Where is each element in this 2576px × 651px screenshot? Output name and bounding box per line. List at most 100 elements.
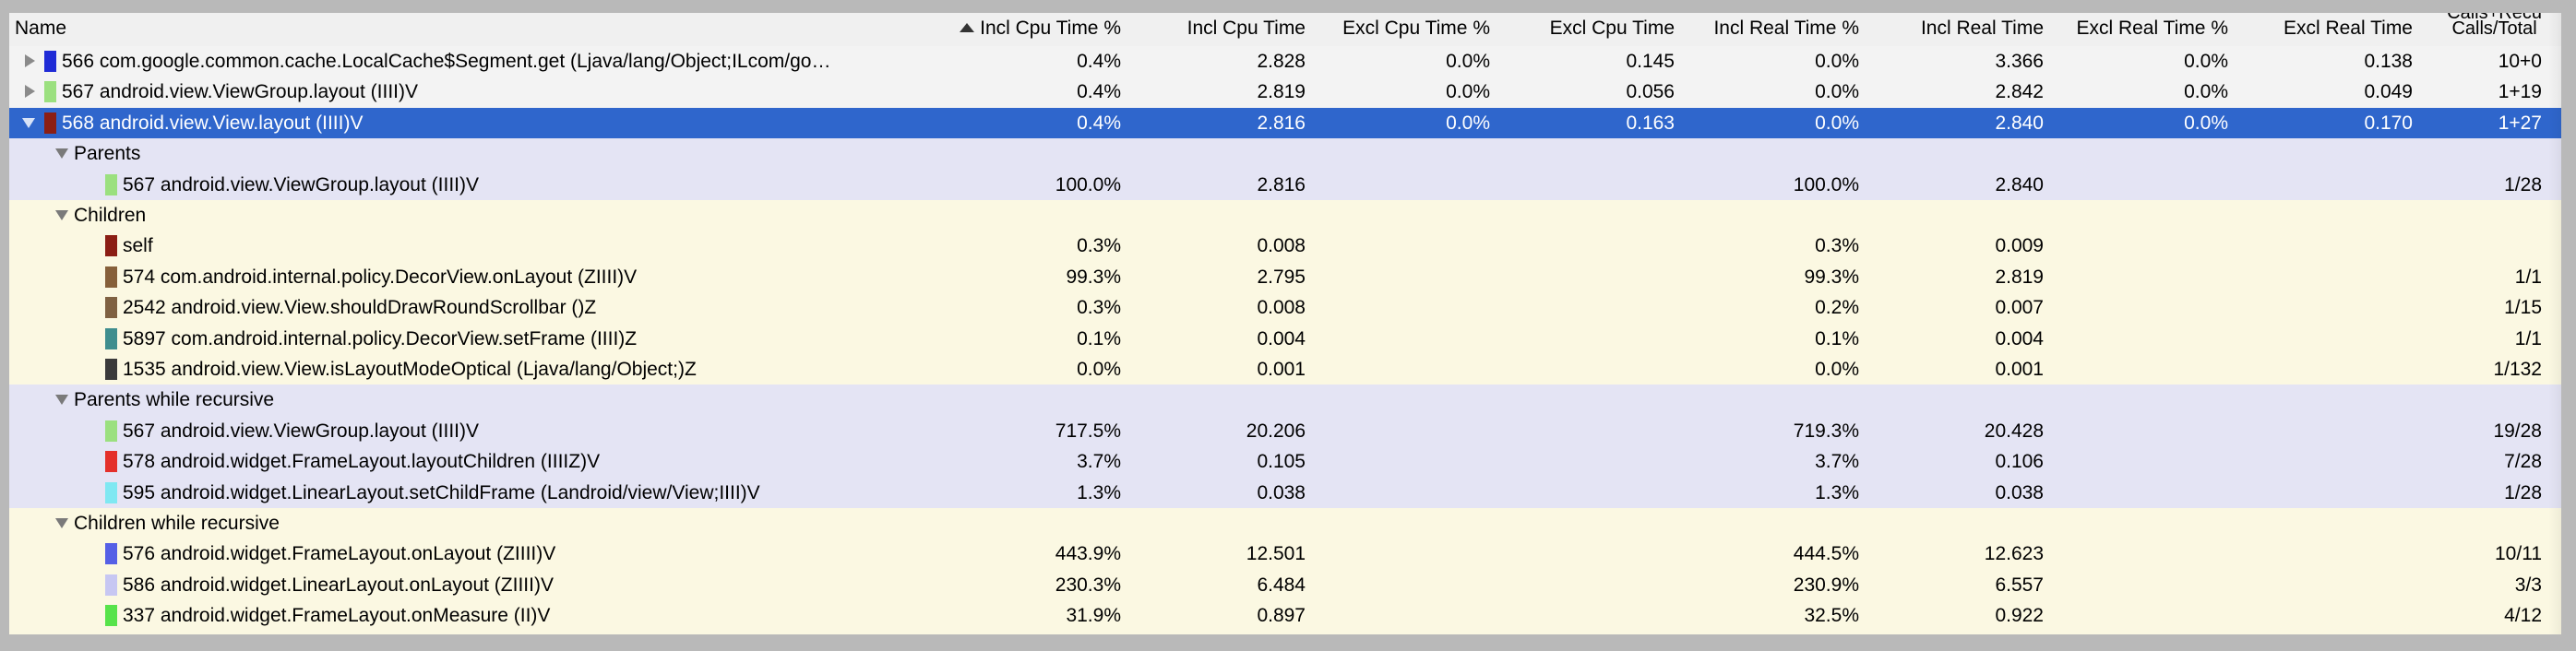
cell-incl-real: 0.106: [1995, 451, 2044, 473]
group-header-row[interactable]: Parents while recursive: [9, 385, 2561, 416]
cell-calls: 1/1: [2514, 327, 2542, 349]
column-header-excl-cpu-pct[interactable]: Excl Cpu Time %: [1315, 13, 1490, 46]
cell-excl-cpu-pct: [1315, 478, 1490, 508]
cell-excl-real: [2237, 478, 2413, 508]
cell-incl-real-pct: 100.0%: [1793, 173, 1859, 195]
cell-incl-cpu-pct: 100.0%: [1055, 173, 1121, 195]
cell-excl-cpu-pct: [1315, 170, 1490, 200]
cell-excl-cpu-pct: [1315, 632, 1490, 634]
sort-ascending-icon: [960, 23, 975, 32]
call-row[interactable]: 578 android.widget.FrameLayout.layoutChi…: [9, 446, 2561, 478]
method-color-swatch: [105, 543, 117, 565]
cell-incl-real: 2.842: [1995, 81, 2044, 103]
cell-excl-cpu: [1499, 292, 1675, 323]
method-color-swatch: [105, 327, 117, 349]
cell-calls: 1/15: [2504, 297, 2542, 319]
cell-incl-cpu: 0.004: [1257, 327, 1306, 349]
method-name: 566 com.google.common.cache.LocalCache$S…: [62, 51, 831, 72]
call-row[interactable]: 2542 android.view.View.shouldDrawRoundSc…: [9, 292, 2561, 324]
call-row[interactable]: 1535 android.view.View.isLayoutModeOptic…: [9, 354, 2561, 385]
disclosure-expanded-icon[interactable]: [55, 518, 68, 528]
cell-excl-real: 0.049: [2364, 81, 2413, 103]
method-row[interactable]: 566 com.google.common.cache.LocalCache$S…: [9, 46, 2561, 77]
column-header-incl-cpu-pct[interactable]: Incl Cpu Time %: [946, 13, 1121, 46]
column-header-label: Excl Real Time: [2283, 18, 2413, 39]
cell-incl-real: 0.111: [1868, 632, 2044, 634]
call-row[interactable]: 595 android.widget.LinearLayout.setChild…: [9, 477, 2561, 508]
cell-excl-cpu-pct: [1315, 262, 1490, 292]
disclosure-expanded-icon[interactable]: [55, 395, 68, 406]
column-header-incl-real[interactable]: Incl Real Time: [1868, 13, 2044, 46]
cell-calls: 1+19: [2498, 81, 2542, 103]
name-cell: 586 android.widget.LinearLayout.onLayout…: [9, 570, 941, 600]
method-name: 567 android.view.ViewGroup.layout (IIII)…: [62, 81, 418, 103]
method-color-swatch: [105, 420, 117, 442]
name-cell: Children: [9, 200, 941, 231]
cell-incl-cpu: 0.105: [1257, 451, 1306, 473]
cell-incl-real-pct: 0.0%: [1815, 359, 1859, 380]
method-color-swatch: [105, 605, 117, 627]
name-cell: 337 android.widget.FrameLayout.onMeasure…: [9, 600, 941, 631]
call-row[interactable]: 2542 android.view.View.shouldDrawRoundSc…: [9, 631, 2561, 634]
cell-incl-cpu-pct: 31.9%: [1066, 605, 1121, 627]
column-header-name[interactable]: Name: [15, 13, 942, 46]
cell-excl-real-pct: [2053, 292, 2228, 323]
cell-incl-real: 2.840: [1995, 112, 2044, 134]
call-row[interactable]: 337 android.widget.FrameLayout.onMeasure…: [9, 600, 2561, 632]
method-color-swatch: [44, 112, 56, 134]
cell-calls: 1/28: [2504, 173, 2542, 195]
cell-excl-real: [2237, 354, 2413, 385]
cell-incl-cpu: 2.816: [1257, 112, 1306, 134]
disclosure-expanded-icon[interactable]: [55, 210, 68, 220]
name-cell: Children while recursive: [9, 508, 941, 539]
cell-excl-real-pct: 0.0%: [2184, 112, 2228, 134]
call-row[interactable]: self 0.3% 0.008 0.3% 0.009: [9, 231, 2561, 262]
cell-incl-cpu-pct: 0.4%: [1077, 112, 1121, 134]
name-cell: 566 com.google.common.cache.LocalCache$S…: [9, 46, 941, 77]
method-color-swatch: [105, 297, 117, 319]
method-row[interactable]: 567 android.view.ViewGroup.layout (IIII)…: [9, 77, 2561, 108]
disclosure-collapsed-icon[interactable]: [25, 54, 35, 67]
column-header-incl-cpu[interactable]: Incl Cpu Time: [1130, 13, 1306, 46]
call-row[interactable]: 567 android.view.ViewGroup.layout (IIII)…: [9, 169, 2561, 200]
cell-excl-real-pct: [2053, 324, 2228, 354]
column-header-incl-real-pct[interactable]: Incl Real Time %: [1684, 13, 1859, 46]
method-name: 568 android.view.View.layout (IIII)V: [62, 112, 364, 134]
name-cell: Parents while recursive: [9, 385, 941, 415]
method-row[interactable]: 568 android.view.View.layout (IIII)V 0.4%…: [9, 107, 2561, 139]
call-row[interactable]: 5897 com.android.internal.policy.DecorVi…: [9, 323, 2561, 354]
call-method-name: 595 android.widget.LinearLayout.setChild…: [123, 481, 760, 503]
cell-excl-real-pct: [2053, 446, 2228, 477]
cell-excl-cpu: [1499, 324, 1675, 354]
cell-excl-real-pct: [2053, 170, 2228, 200]
call-row[interactable]: 576 android.widget.FrameLayout.onLayout …: [9, 539, 2561, 570]
method-color-swatch: [105, 451, 117, 473]
column-header-calls[interactable]: Calls+Recu Calls/Total: [2422, 13, 2542, 46]
call-row[interactable]: 574 com.android.internal.policy.DecorVie…: [9, 261, 2561, 293]
method-color-swatch: [44, 51, 56, 72]
column-header-excl-cpu[interactable]: Excl Cpu Time: [1499, 13, 1675, 46]
group-header-row[interactable]: Children while recursive: [9, 508, 2561, 539]
cell-incl-real: 6.557: [1995, 574, 2044, 596]
disclosure-expanded-icon[interactable]: [55, 148, 68, 160]
cell-excl-cpu: 0.163: [1626, 112, 1675, 134]
cell-incl-cpu-pct: 0.3%: [1077, 235, 1121, 257]
cell-calls: 19/28: [2493, 420, 2542, 442]
cell-excl-cpu-pct: [1315, 539, 1490, 569]
disclosure-expanded-icon[interactable]: [22, 117, 35, 128]
cell-excl-real-pct: [2053, 231, 2228, 261]
disclosure-collapsed-icon[interactable]: [25, 85, 35, 99]
group-header-row[interactable]: Parents: [9, 138, 2561, 170]
cell-calls: 10/11: [2495, 543, 2542, 565]
cell-incl-real: 3.366: [1995, 51, 2044, 72]
column-header-excl-real-pct[interactable]: Excl Real Time %: [2053, 13, 2228, 46]
column-header-excl-real[interactable]: Excl Real Time: [2237, 13, 2413, 46]
cell-incl-real: 0.009: [1995, 235, 2044, 257]
call-row[interactable]: 586 android.widget.LinearLayout.onLayout…: [9, 569, 2561, 601]
cell-incl-cpu: 2.819: [1257, 81, 1306, 103]
cell-excl-real: [2237, 292, 2413, 323]
group-header-row[interactable]: Children: [9, 200, 2561, 231]
group-label: Children: [74, 205, 147, 226]
cell-excl-cpu: 0.145: [1626, 51, 1675, 72]
call-row[interactable]: 567 android.view.ViewGroup.layout (IIII)…: [9, 415, 2561, 447]
